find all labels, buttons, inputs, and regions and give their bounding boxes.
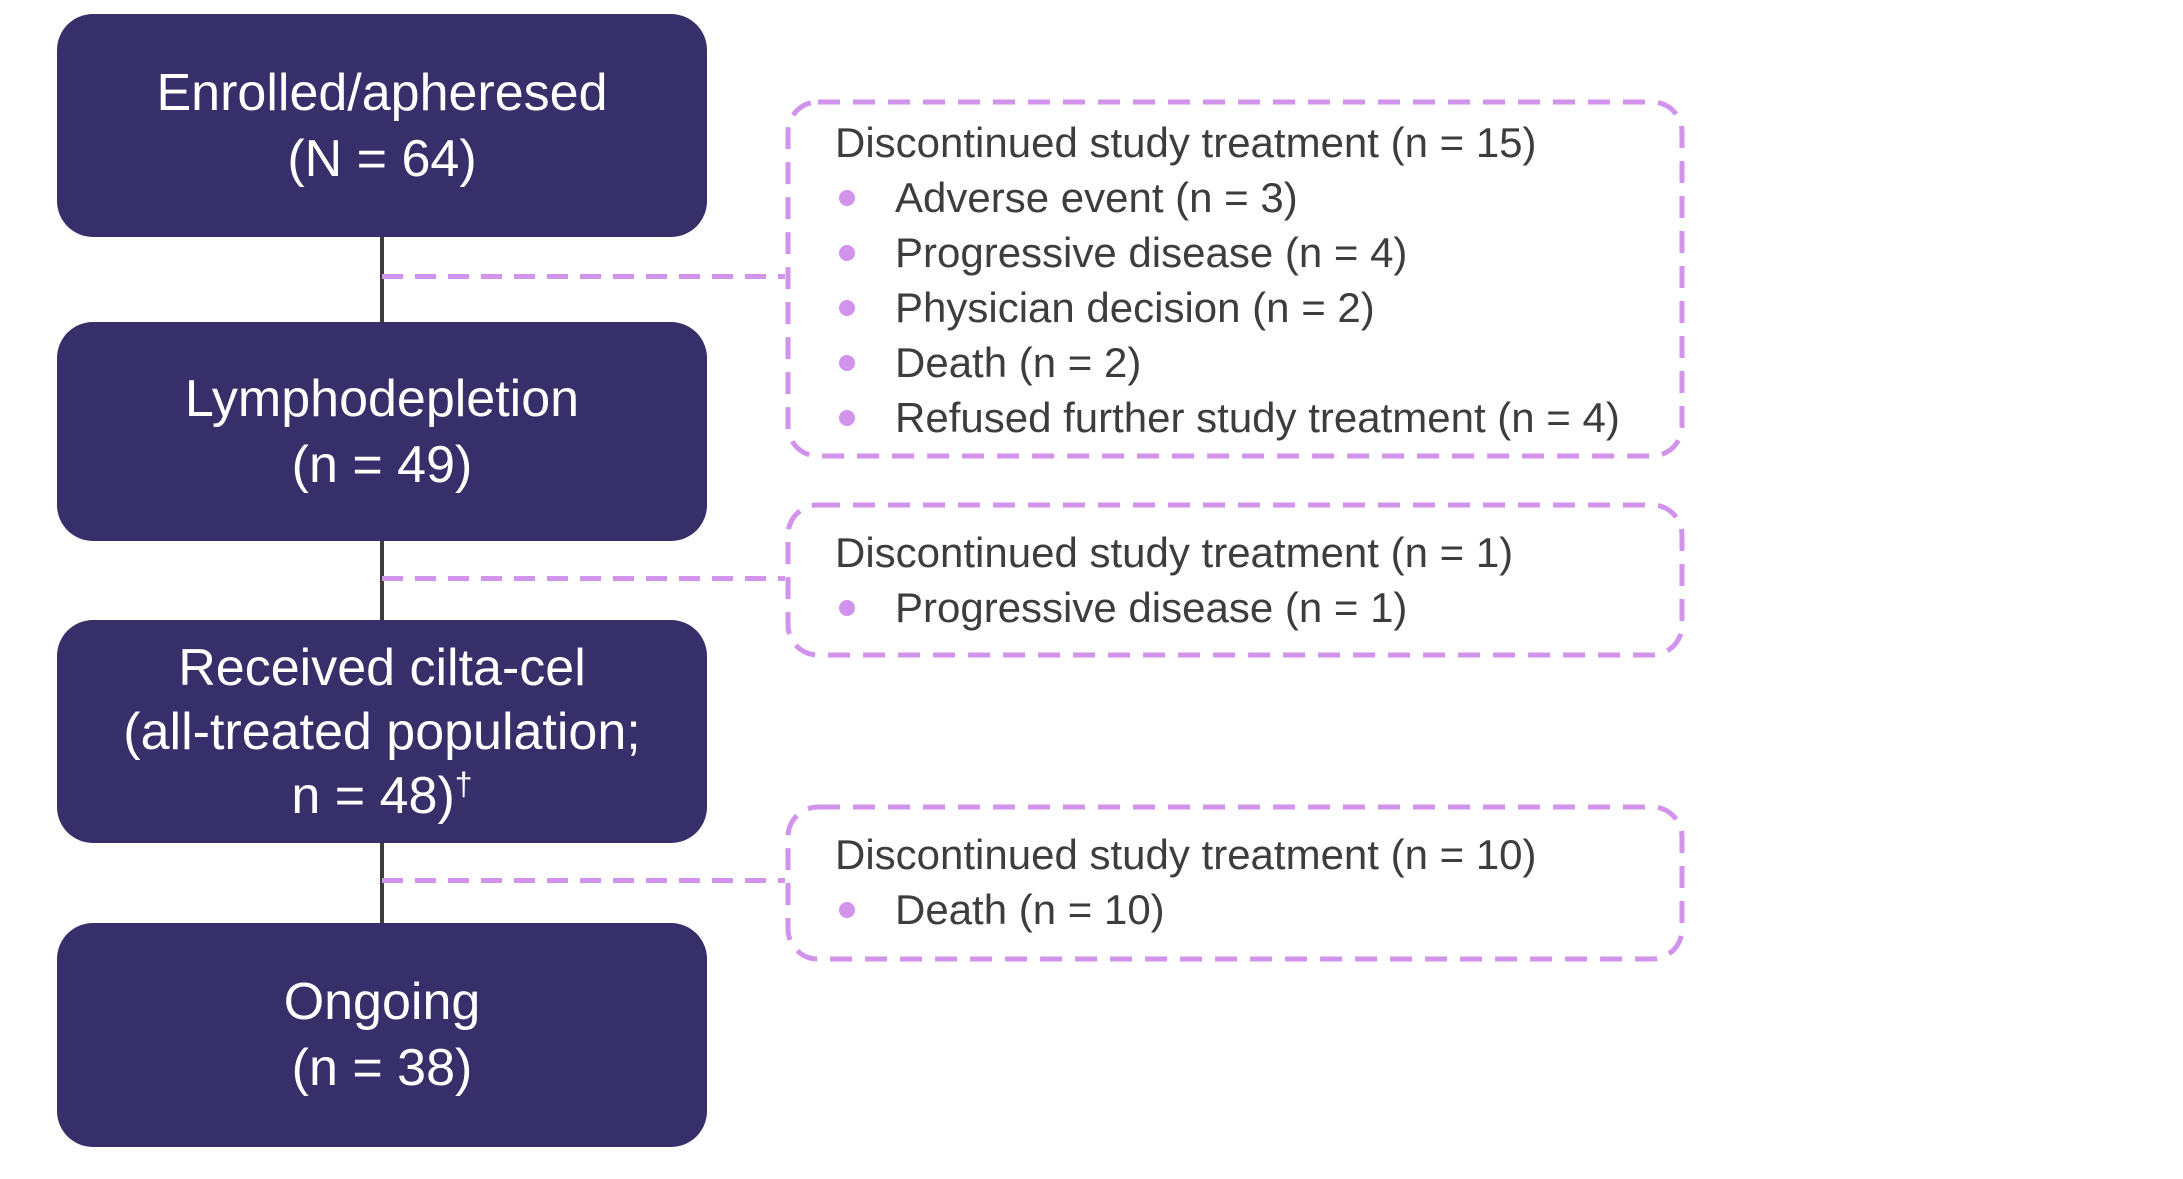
callout-title: Discontinued study treatment (n = 1) xyxy=(835,529,1514,576)
bullet-item: Death (n = 2) xyxy=(835,335,1655,390)
flow-box-received-cilta-cel: Received cilta-cel (all-treated populati… xyxy=(57,620,707,843)
bullet-dot-icon xyxy=(839,599,855,616)
bullet-text: Physician decision (n = 2) xyxy=(895,284,1375,331)
connector-dashed-2 xyxy=(382,576,785,581)
bullet-dot-icon xyxy=(839,354,855,371)
callout-title: Discontinued study treatment (n = 15) xyxy=(835,119,1537,166)
bullet-text: Death (n = 10) xyxy=(895,886,1165,933)
bullet-text: Adverse event (n = 3) xyxy=(895,174,1298,221)
bullet-dot-icon xyxy=(839,244,855,261)
bullet-dot-icon xyxy=(839,409,855,426)
connector-vertical-3 xyxy=(380,843,384,923)
bullet-text: Progressive disease (n = 4) xyxy=(895,229,1408,276)
bullet-item: Adverse event (n = 3) xyxy=(835,170,1655,225)
dagger-superscript: † xyxy=(454,765,473,802)
bullet-dot-icon xyxy=(839,299,855,316)
flow-box-line: Ongoing xyxy=(283,973,481,1031)
flow-box-ongoing: Ongoing (n = 38) xyxy=(57,923,707,1147)
bullet-item: Refused further study treatment (n = 4) xyxy=(835,390,1655,445)
flow-box-line: n = 48)† xyxy=(291,764,472,828)
bullet-dot-icon xyxy=(839,901,855,918)
flow-box-line: (n = 38) xyxy=(291,1039,473,1097)
bullet-text: Refused further study treatment (n = 4) xyxy=(895,394,1620,441)
callout-discontinued-3: Discontinued study treatment (n = 10) De… xyxy=(785,804,1685,962)
flow-box-lymphodepletion: Lymphodepletion (n = 49) xyxy=(57,322,707,541)
callout-discontinued-1: Discontinued study treatment (n = 15) Ad… xyxy=(785,99,1685,459)
flow-box-line: (N = 64) xyxy=(287,129,477,188)
flow-box-line: Lymphodepletion xyxy=(184,369,580,428)
flow-box-line: (n = 49) xyxy=(291,435,473,494)
flow-box-enrolled: Enrolled/apheresed (N = 64) xyxy=(57,14,707,237)
flow-box-line: Enrolled/apheresed xyxy=(156,63,608,122)
bullet-dot-icon xyxy=(839,189,855,206)
bullet-item: Death (n = 10) xyxy=(835,882,1655,937)
callout-discontinued-2: Discontinued study treatment (n = 1) Pro… xyxy=(785,502,1685,658)
flow-box-line: (all-treated population; xyxy=(123,702,641,761)
callout-title: Discontinued study treatment (n = 10) xyxy=(835,831,1537,878)
connector-dashed-1 xyxy=(382,274,785,279)
bullet-text: Progressive disease (n = 1) xyxy=(895,584,1408,631)
bullet-item: Physician decision (n = 2) xyxy=(835,280,1655,335)
connector-vertical-1 xyxy=(380,237,384,322)
bullet-item: Progressive disease (n = 1) xyxy=(835,580,1655,635)
flow-box-line: Received cilta-cel xyxy=(178,638,586,697)
connector-dashed-3 xyxy=(382,878,785,883)
bullet-text: Death (n = 2) xyxy=(895,339,1142,386)
flow-box-line-text: n = 48) xyxy=(291,766,455,825)
bullet-item: Progressive disease (n = 4) xyxy=(835,225,1655,280)
